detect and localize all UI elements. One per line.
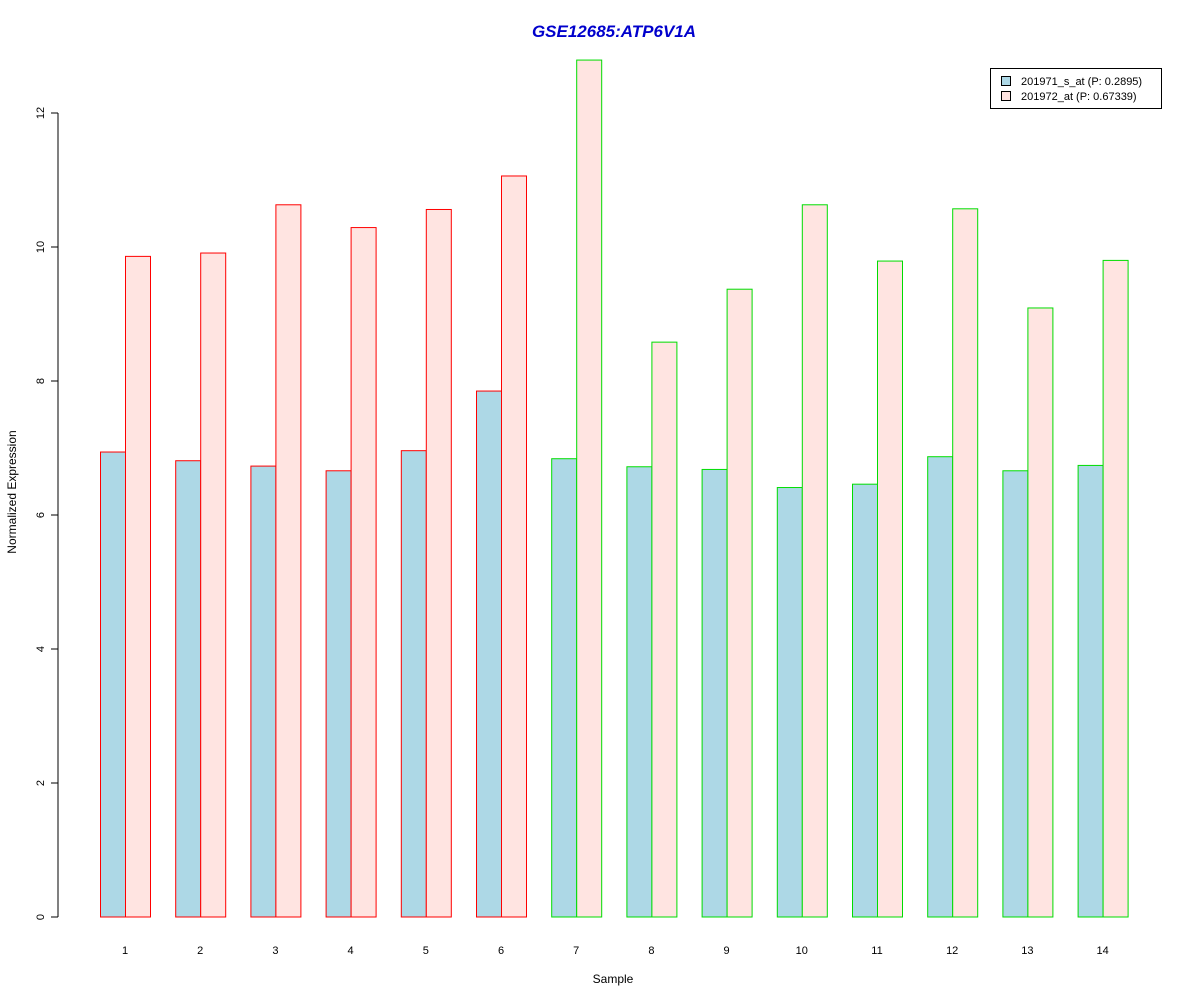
x-tick-label: 1 xyxy=(122,945,128,957)
x-tick-label: 14 xyxy=(1096,945,1108,957)
y-tick-label: 2 xyxy=(35,780,47,786)
x-tick-label: 2 xyxy=(197,945,203,957)
x-tick-label: 10 xyxy=(796,945,808,957)
legend-swatch-2 xyxy=(1001,91,1011,101)
y-tick-label: 6 xyxy=(35,512,47,518)
x-tick-label: 13 xyxy=(1021,945,1033,957)
y-axis-title: Normalized Expression xyxy=(5,430,19,553)
x-tick-label: 5 xyxy=(423,945,429,957)
bar-sample-7-series-1 xyxy=(551,458,578,918)
bar-sample-14-series-2 xyxy=(1102,259,1129,918)
bar-sample-2-series-2 xyxy=(200,252,227,918)
bar-sample-6-series-1 xyxy=(476,390,502,918)
x-axis-title: Sample xyxy=(593,972,634,986)
x-tick-label: 3 xyxy=(272,945,278,957)
x-tick-label: 8 xyxy=(648,945,654,957)
bar-sample-1-series-2 xyxy=(125,255,151,918)
bar-sample-11-series-2 xyxy=(877,260,903,918)
bar-sample-9-series-1 xyxy=(701,468,728,918)
bar-sample-8-series-2 xyxy=(651,341,678,918)
x-tick-label: 12 xyxy=(946,945,958,957)
y-tick-label: 4 xyxy=(35,646,47,652)
bar-sample-12-series-2 xyxy=(952,208,979,918)
bars xyxy=(100,59,1129,918)
y-axis: 0 2 4 6 8 10 12 xyxy=(35,107,59,920)
legend-label-1: 201971_s_at (P: 0.2895) xyxy=(1021,76,1142,88)
bar-sample-14-series-1 xyxy=(1077,464,1104,918)
x-tick-label: 7 xyxy=(573,945,579,957)
bar-sample-8-series-1 xyxy=(626,466,653,918)
legend-swatch-1 xyxy=(1001,76,1011,86)
bar-sample-13-series-2 xyxy=(1027,307,1054,918)
bar-sample-10-series-2 xyxy=(801,204,828,918)
x-tick-label: 9 xyxy=(724,945,730,957)
bar-sample-1-series-1 xyxy=(100,451,126,918)
y-tick-label: 12 xyxy=(35,107,47,119)
bar-sample-7-series-2 xyxy=(576,59,603,918)
bar-sample-4-series-1 xyxy=(325,470,352,918)
x-tick-label: 4 xyxy=(348,945,354,957)
bar-sample-12-series-1 xyxy=(927,456,954,918)
bar-sample-4-series-2 xyxy=(350,227,377,918)
bar-sample-5-series-1 xyxy=(400,450,427,918)
bar-sample-9-series-2 xyxy=(726,288,753,918)
bar-sample-13-series-1 xyxy=(1002,470,1029,918)
bar-sample-2-series-1 xyxy=(175,460,202,918)
x-tick-label: 6 xyxy=(498,945,504,957)
x-axis-labels: 1 2 3 4 5 6 7 8 9 10 11 12 13 14 xyxy=(122,945,1109,957)
bar-sample-5-series-2 xyxy=(425,208,452,918)
legend: 201971_s_at (P: 0.2895) 201972_at (P: 0.6… xyxy=(990,68,1162,109)
legend-box xyxy=(990,68,1162,109)
y-tick-label: 10 xyxy=(35,241,47,253)
bar-sample-3-series-1 xyxy=(250,465,277,918)
bar-sample-10-series-1 xyxy=(776,487,803,918)
bar-sample-6-series-2 xyxy=(501,175,527,918)
bar-sample-3-series-2 xyxy=(275,204,302,918)
y-tick-label: 8 xyxy=(35,378,47,384)
x-tick-label: 11 xyxy=(871,945,882,957)
y-tick-label: 0 xyxy=(35,914,47,920)
legend-label-2: 201972_at (P: 0.67339) xyxy=(1021,91,1137,103)
bar-sample-11-series-1 xyxy=(852,483,878,918)
chart-title: GSE12685:ATP6V1A xyxy=(532,22,696,41)
